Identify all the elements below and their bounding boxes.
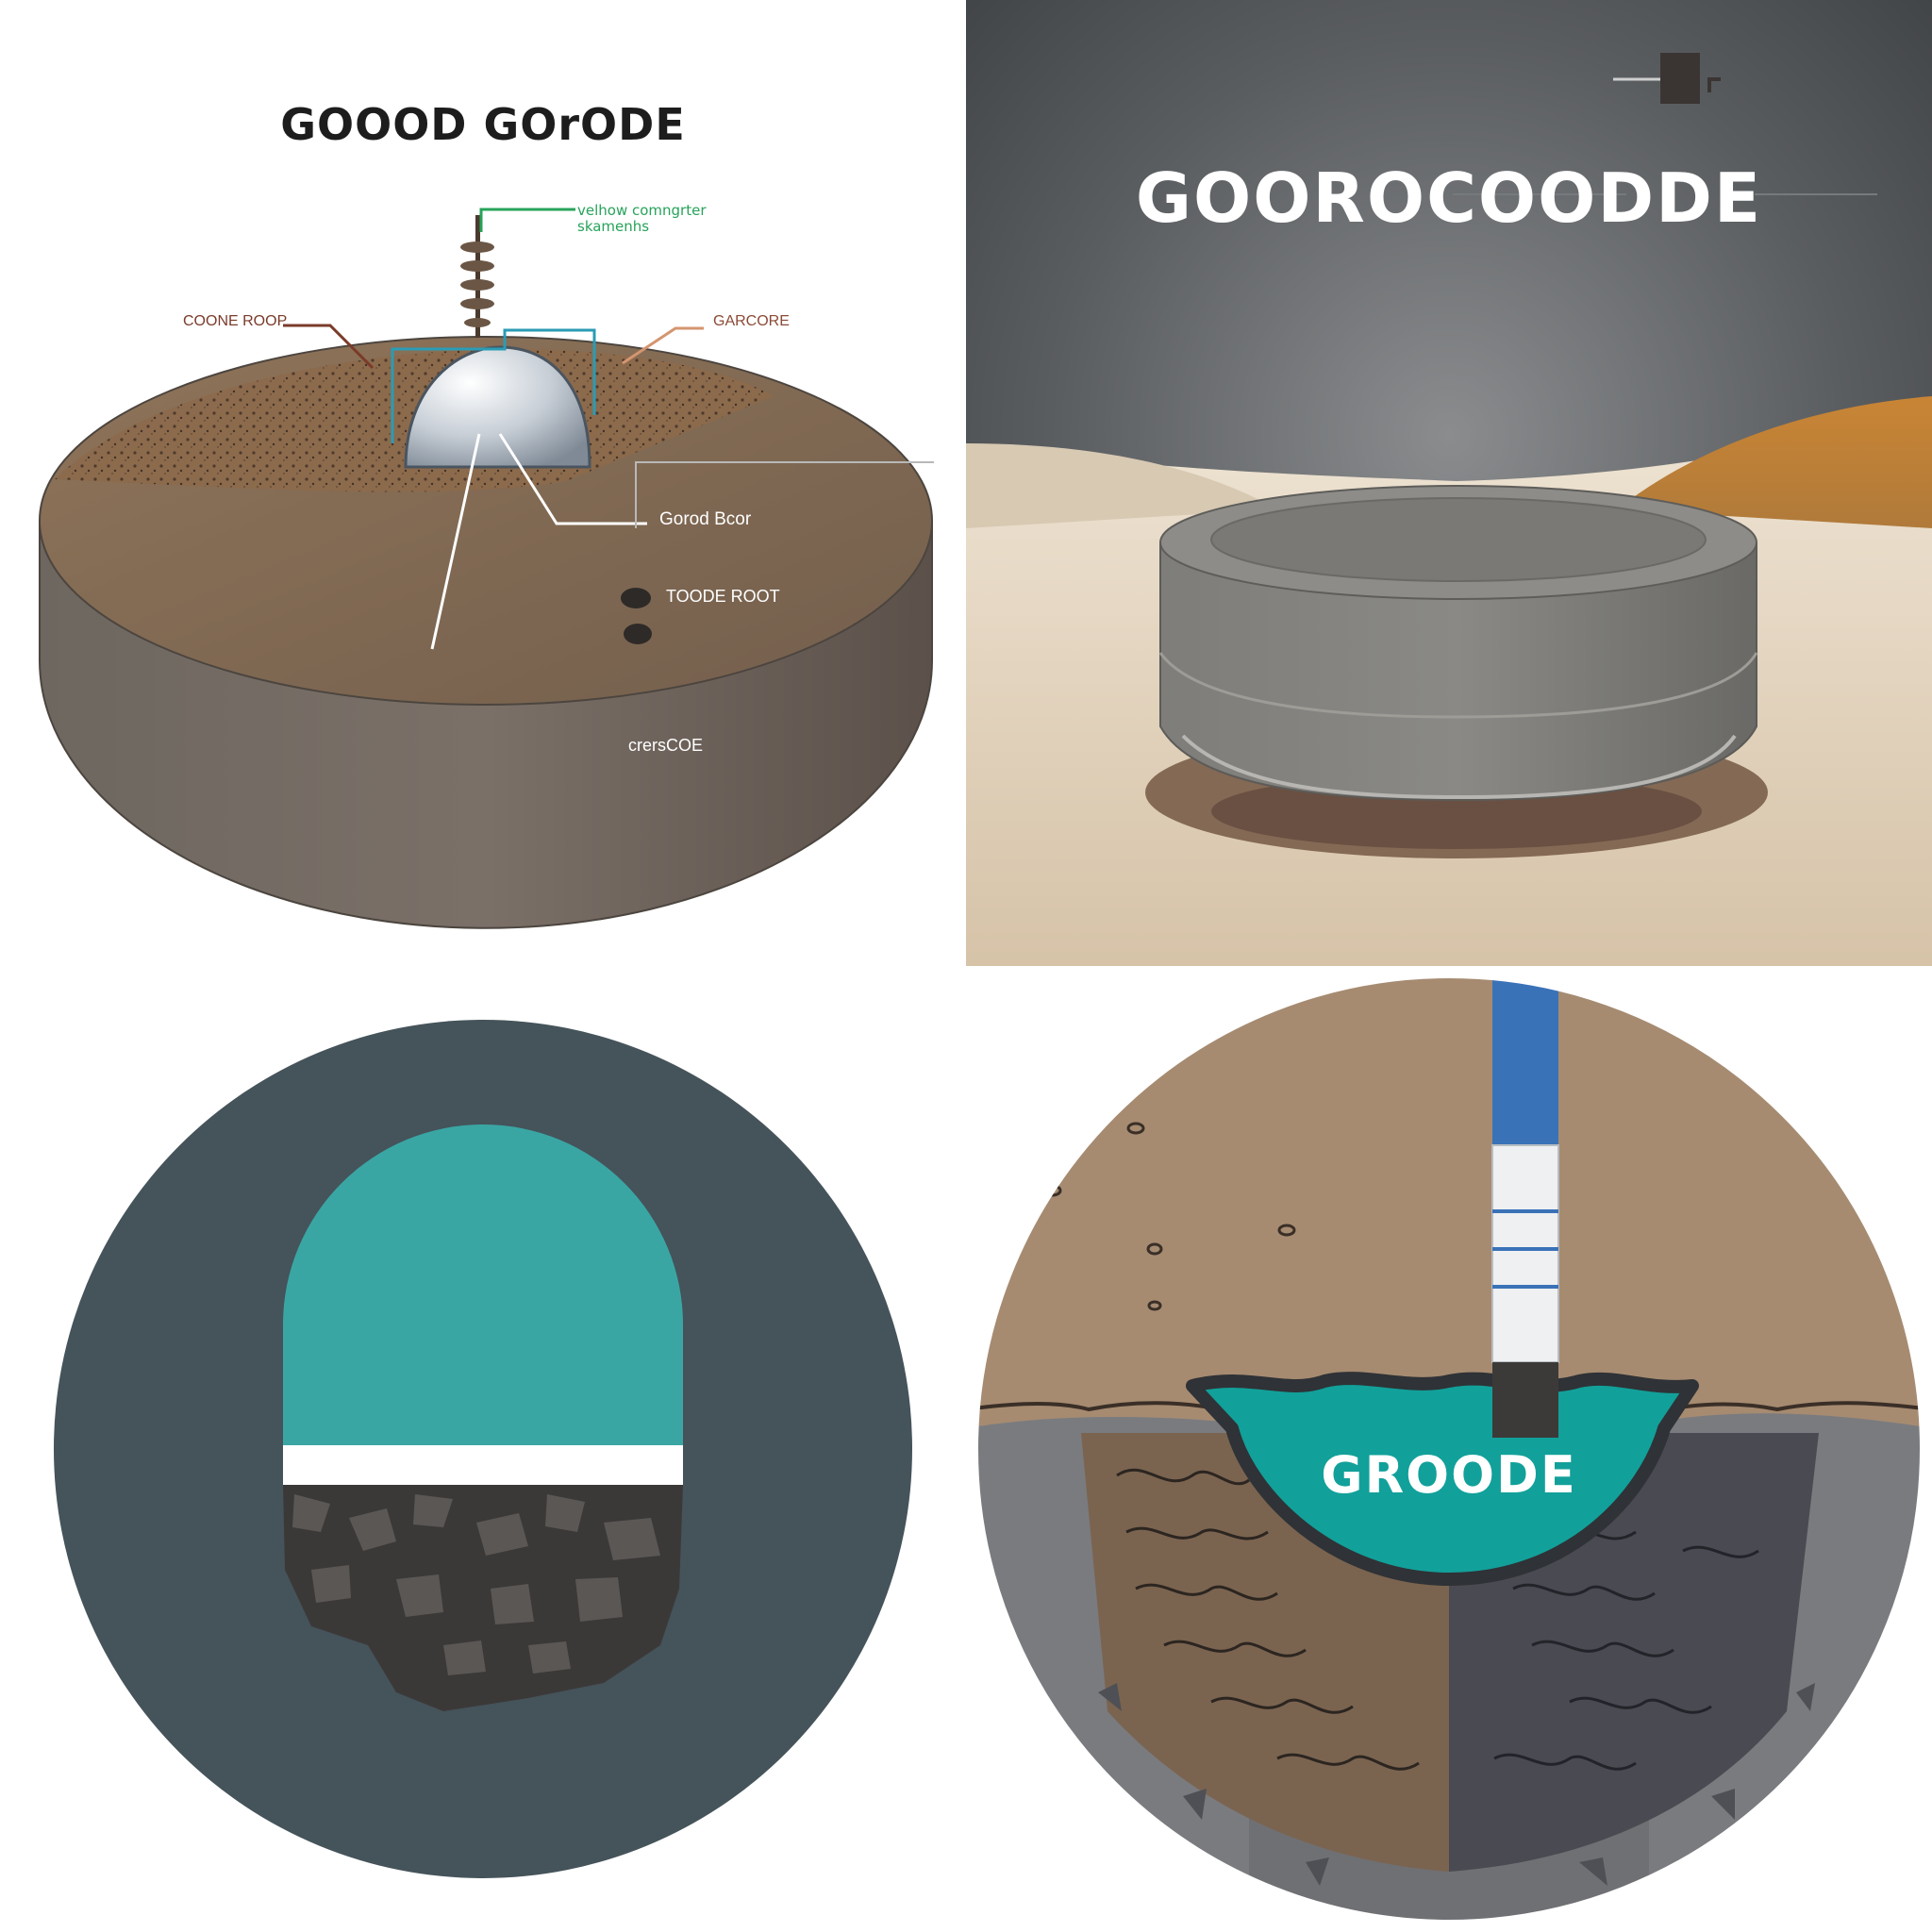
pebble-icon — [624, 624, 652, 644]
white-leader-line — [498, 433, 647, 525]
plug-icon — [1613, 53, 1721, 104]
right-leader-line — [622, 326, 704, 365]
soil-section-diagram — [39, 208, 934, 929]
ring-teeth — [1098, 1683, 1815, 1886]
label-gorod-bcor: Gorod Bcor — [659, 509, 752, 529]
teal-dome-icon — [54, 1020, 912, 1878]
pipe-tip — [1492, 1362, 1558, 1438]
white-vertical-line — [430, 433, 481, 650]
green-label-line1: velhow comngrter — [577, 202, 707, 219]
green-label-line2: skamenhs — [577, 218, 650, 235]
panel-top-right: GOOROCOODDE — [966, 0, 1932, 966]
blue-pipe — [1492, 977, 1558, 1174]
teal-bracket-line — [391, 328, 596, 443]
rubble-stones — [292, 1494, 660, 1675]
concrete-ring-side — [1159, 541, 1757, 802]
tr-title: GOOROCOODDE — [1135, 158, 1763, 238]
metal-dome — [404, 345, 591, 469]
tl-diagram-title: GOOOD GOrODE — [280, 99, 686, 150]
white-pipe-section — [1491, 1144, 1559, 1363]
label-coone-roop: COONE ROOP — [183, 313, 288, 329]
teal-water-basin — [1186, 1372, 1699, 1586]
label-toode-root: TOODE ROOT — [666, 587, 780, 606]
label-crersoe: crersCOE — [628, 736, 704, 755]
panel-top-left: GOOOD GOrODE velhow comngrter skamenhs C… — [0, 0, 966, 966]
orange-pile-right — [1617, 396, 1932, 528]
panel-bottom-right: GROODE — [966, 966, 1932, 1932]
insulator-icon — [460, 215, 494, 338]
concrete-ring-scene — [966, 0, 1932, 966]
teal-dome-shape — [283, 1124, 683, 1445]
panel-bottom-left — [0, 966, 966, 1932]
green-leader-line — [479, 208, 575, 232]
pipe-section-diagram — [976, 976, 1922, 1922]
pebble-icon — [621, 588, 651, 608]
soil-texture-left — [1116, 1468, 1420, 1771]
white-band — [283, 1445, 683, 1485]
grey-frame-line — [635, 461, 934, 528]
label-garcore: GARCORE — [713, 313, 790, 329]
left-leader-line — [283, 324, 375, 370]
br-title: GROODE — [1321, 1445, 1577, 1505]
sand-pile-left — [966, 443, 1277, 528]
green-label: velhow comngrter skamenhs — [577, 203, 707, 235]
